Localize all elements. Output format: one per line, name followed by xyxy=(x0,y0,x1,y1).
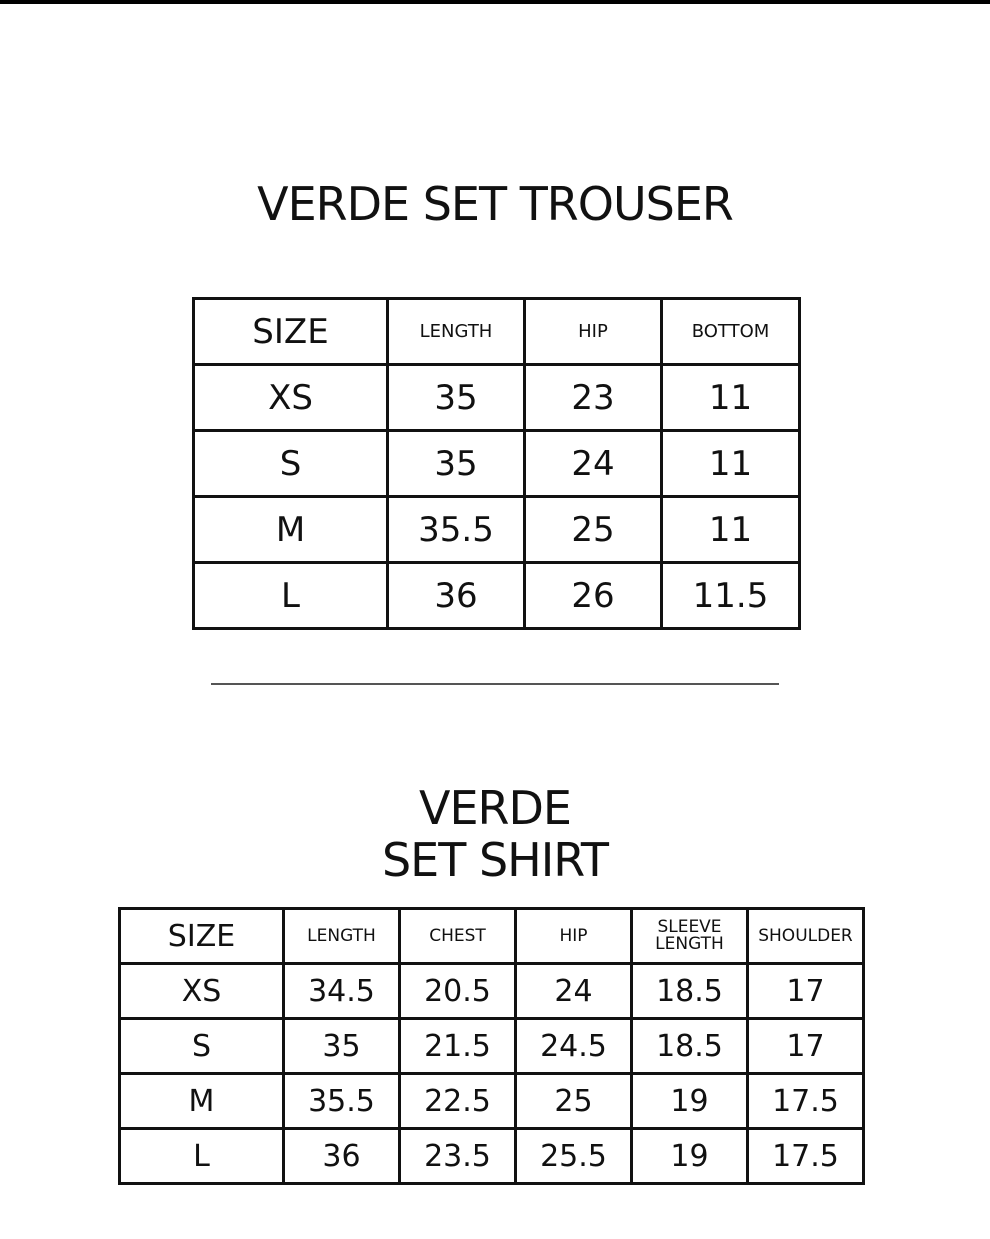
measurement-cell: 11 xyxy=(660,429,801,498)
table-row: M 35.5 25 11 xyxy=(192,495,801,564)
measurement-cell: 17.5 xyxy=(746,1072,865,1130)
column-header: BOTTOM xyxy=(660,297,801,366)
measurement-cell: 36 xyxy=(282,1127,401,1185)
measurement-cell: 24.5 xyxy=(514,1017,633,1075)
measurement-cell: 19 xyxy=(630,1072,749,1130)
measurement-cell: 34.5 xyxy=(282,962,401,1020)
table-row: XS 35 23 11 xyxy=(192,363,801,432)
measurement-cell: 17 xyxy=(746,962,865,1020)
size-cell: M xyxy=(118,1072,285,1130)
measurement-cell: 18.5 xyxy=(630,962,749,1020)
column-header: SIZE xyxy=(192,297,389,366)
measurement-cell: 17 xyxy=(746,1017,865,1075)
size-cell: S xyxy=(118,1017,285,1075)
column-header: HIP xyxy=(514,907,633,965)
measurement-cell: 35 xyxy=(282,1017,401,1075)
measurement-cell: 17.5 xyxy=(746,1127,865,1185)
table-row: XS 34.5 20.5 24 18.5 17 xyxy=(118,962,865,1020)
table-row: L 36 23.5 25.5 19 17.5 xyxy=(118,1127,865,1185)
measurement-cell: 21.5 xyxy=(398,1017,517,1075)
measurement-cell: 19 xyxy=(630,1127,749,1185)
column-header: HIP xyxy=(523,297,663,366)
measurement-cell: 11 xyxy=(660,495,801,564)
measurement-cell: 22.5 xyxy=(398,1072,517,1130)
size-cell: S xyxy=(192,429,389,498)
measurement-cell: 25.5 xyxy=(514,1127,633,1185)
measurement-cell: 24 xyxy=(514,962,633,1020)
measurement-cell: 36 xyxy=(386,561,526,630)
measurement-cell: 20.5 xyxy=(398,962,517,1020)
top-border xyxy=(0,0,990,4)
measurement-cell: 35 xyxy=(386,429,526,498)
measurement-cell: 25 xyxy=(514,1072,633,1130)
measurement-cell: 23 xyxy=(523,363,663,432)
measurement-cell: 35.5 xyxy=(282,1072,401,1130)
size-cell: XS xyxy=(118,962,285,1020)
header-row: SIZE LENGTH CHEST HIP SLEEVE LENGTH SHOULDER xyxy=(118,907,865,965)
column-header: LENGTH xyxy=(282,907,401,965)
measurement-cell: 26 xyxy=(523,561,663,630)
size-cell: XS xyxy=(192,363,389,432)
measurement-cell: 11.5 xyxy=(660,561,801,630)
table-row: S 35 21.5 24.5 18.5 17 xyxy=(118,1017,865,1075)
shirt-title-line2: SET SHIRT xyxy=(381,833,609,887)
trouser-size-table: SIZE LENGTH HIP BOTTOM XS 35 23 11 S 35 24 11 M 35.5 2… xyxy=(192,297,801,630)
size-cell: L xyxy=(192,561,389,630)
measurement-cell: 35.5 xyxy=(386,495,526,564)
trouser-title: VERDE SET TROUSER xyxy=(257,177,734,231)
table-row: M 35.5 22.5 25 19 17.5 xyxy=(118,1072,865,1130)
column-header: SLEEVE LENGTH xyxy=(630,907,749,965)
measurement-cell: 25 xyxy=(523,495,663,564)
measurement-cell: 11 xyxy=(660,363,801,432)
shirt-size-table: SIZE LENGTH CHEST HIP SLEEVE LENGTH SHOULDER X… xyxy=(118,907,865,1185)
size-cell: L xyxy=(118,1127,285,1185)
section-divider xyxy=(211,683,779,685)
table-row: L 36 26 11.5 xyxy=(192,561,801,630)
measurement-cell: 18.5 xyxy=(630,1017,749,1075)
shirt-title-line1: VERDE xyxy=(419,781,572,835)
header-row: SIZE LENGTH HIP BOTTOM xyxy=(192,297,801,366)
column-header: SIZE xyxy=(118,907,285,965)
column-header: CHEST xyxy=(398,907,517,965)
column-header: SHOULDER xyxy=(746,907,865,965)
measurement-cell: 24 xyxy=(523,429,663,498)
table-row: S 35 24 11 xyxy=(192,429,801,498)
measurement-cell: 35 xyxy=(386,363,526,432)
measurement-cell: 23.5 xyxy=(398,1127,517,1185)
column-header: LENGTH xyxy=(386,297,526,366)
size-cell: M xyxy=(192,495,389,564)
